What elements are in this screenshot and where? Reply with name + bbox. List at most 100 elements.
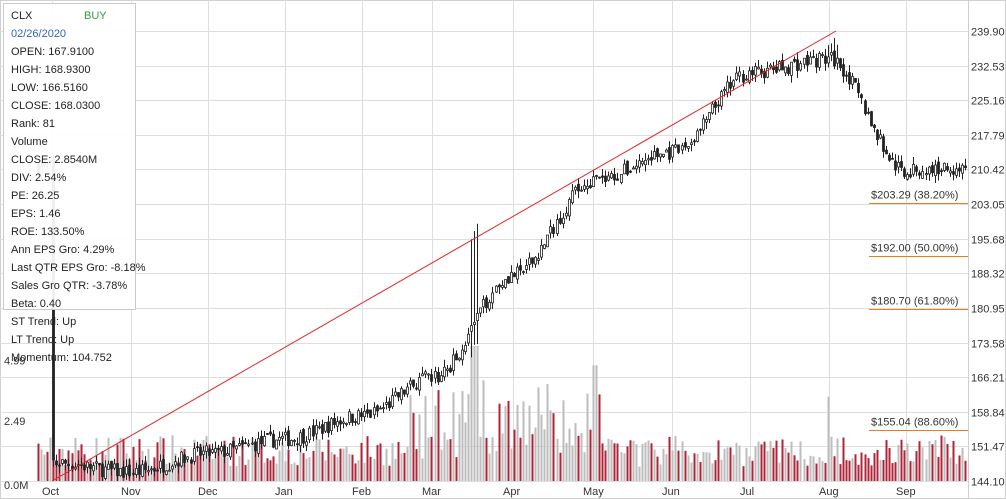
candle-body bbox=[229, 443, 232, 458]
candle-body bbox=[738, 71, 741, 77]
candle-body bbox=[308, 427, 311, 441]
volume-bar bbox=[461, 391, 464, 481]
candle-body bbox=[101, 463, 104, 478]
candle-body bbox=[369, 409, 372, 418]
candle-body bbox=[925, 173, 928, 176]
candle-body bbox=[897, 162, 900, 168]
candle-body bbox=[491, 292, 494, 304]
volume-bar bbox=[293, 462, 296, 481]
volume-bar bbox=[943, 436, 946, 481]
candle-body bbox=[699, 128, 702, 131]
candle-body bbox=[781, 59, 784, 71]
candle-body bbox=[147, 470, 150, 473]
candle-body bbox=[315, 425, 318, 435]
volume-bar bbox=[766, 451, 769, 481]
fib-level-label: $155.04 (88.60%) bbox=[871, 417, 958, 429]
volume-bar bbox=[900, 439, 903, 481]
volume-bar bbox=[543, 429, 546, 481]
candle-body bbox=[827, 56, 830, 64]
candle-body bbox=[373, 407, 376, 416]
x-tick-label: Apr bbox=[503, 486, 520, 498]
candle-body bbox=[864, 100, 867, 115]
candle-body bbox=[604, 175, 607, 182]
candle-body bbox=[583, 185, 586, 190]
candle-body bbox=[571, 190, 574, 204]
volume-bar bbox=[879, 459, 882, 481]
candle-body bbox=[952, 171, 955, 175]
candle-body bbox=[424, 371, 427, 375]
volume-bar bbox=[379, 443, 382, 481]
volume-bar bbox=[74, 438, 77, 481]
candle-body bbox=[385, 402, 388, 405]
candle-body bbox=[67, 463, 70, 467]
volume-bar bbox=[717, 440, 720, 481]
volume-bar bbox=[412, 412, 415, 481]
volume-bar bbox=[842, 437, 845, 481]
info-row: PE: 26.25 bbox=[11, 190, 60, 202]
candle-body bbox=[662, 153, 665, 157]
volume-bar bbox=[235, 466, 238, 481]
volume-bar bbox=[290, 464, 293, 481]
candle-body bbox=[275, 439, 278, 450]
candle-body bbox=[876, 129, 879, 141]
volume-bar bbox=[302, 453, 305, 481]
candle-body bbox=[449, 367, 452, 373]
candle-body bbox=[705, 119, 708, 123]
info-row: Ann EPS Gro: 4.29% bbox=[11, 244, 115, 256]
candle-body bbox=[107, 463, 110, 470]
volume-bar bbox=[467, 394, 470, 481]
volume-bar bbox=[287, 449, 290, 481]
candle-body bbox=[882, 136, 885, 152]
candle-body bbox=[696, 130, 699, 142]
candle-body bbox=[278, 437, 281, 441]
candle-body bbox=[482, 299, 485, 308]
volume-bar bbox=[363, 462, 366, 481]
volume-bar bbox=[373, 459, 376, 481]
candle-body bbox=[626, 160, 629, 175]
candle-body bbox=[559, 218, 562, 224]
y-tick-label: 203.05 bbox=[971, 200, 1005, 212]
x-tick-label: Mar bbox=[422, 486, 441, 498]
volume-bar bbox=[787, 452, 790, 481]
x-tick-label: May bbox=[583, 486, 604, 498]
volume-bar bbox=[671, 450, 674, 481]
volume-bar bbox=[394, 458, 397, 481]
volume-bar bbox=[522, 401, 525, 481]
volume-bar bbox=[836, 438, 839, 481]
volume-bar bbox=[748, 456, 751, 481]
volume-bar bbox=[516, 404, 519, 481]
candle-body bbox=[479, 307, 482, 314]
candle-body bbox=[272, 433, 275, 448]
volume-bar bbox=[891, 463, 894, 481]
volume-bar bbox=[888, 447, 891, 481]
candle-body bbox=[290, 440, 293, 447]
candle-body bbox=[254, 441, 257, 452]
volume-bar bbox=[336, 457, 339, 481]
volume-bar bbox=[464, 422, 467, 481]
volume-bar bbox=[278, 450, 281, 481]
candle-body bbox=[232, 441, 235, 448]
volume-bar bbox=[574, 423, 577, 481]
volume-bar bbox=[440, 449, 443, 481]
candle-body bbox=[403, 389, 406, 395]
candle-body bbox=[912, 164, 915, 175]
candle-body bbox=[522, 271, 525, 273]
candle-body bbox=[565, 212, 568, 217]
candle-body bbox=[430, 374, 433, 382]
candle-body bbox=[690, 142, 693, 146]
candle-body bbox=[955, 168, 958, 176]
volume-bar bbox=[583, 452, 586, 481]
candle-body bbox=[427, 373, 430, 376]
candle-body bbox=[601, 175, 604, 178]
volume-bar bbox=[754, 446, 757, 481]
volume-bar bbox=[418, 414, 421, 481]
candle-body bbox=[391, 395, 394, 408]
candle-body bbox=[324, 422, 327, 432]
candle-body bbox=[501, 285, 504, 288]
volume-bar bbox=[589, 429, 592, 481]
volume-bar bbox=[244, 465, 247, 481]
candle-body bbox=[202, 450, 205, 455]
volume-bar bbox=[845, 460, 848, 481]
candle-body bbox=[159, 460, 162, 469]
candle-body bbox=[693, 140, 696, 143]
